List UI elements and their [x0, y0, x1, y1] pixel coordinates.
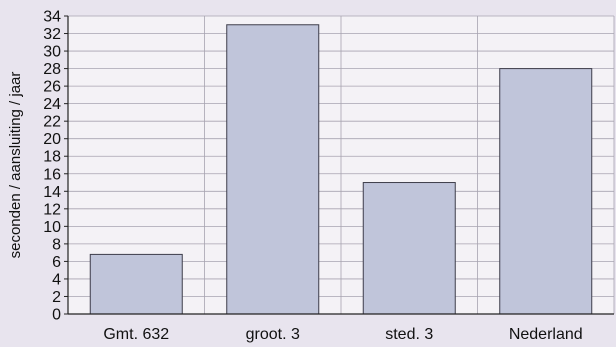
y-tick-label: 6: [52, 254, 61, 271]
y-tick-label: 28: [43, 61, 61, 78]
bar-sted-3: [362, 182, 456, 315]
y-tick-label: 32: [43, 26, 61, 43]
x-tick-label: groot. 3: [246, 326, 300, 343]
y-tick-label: 22: [43, 114, 61, 131]
y-tick-label: 30: [43, 44, 61, 61]
y-tick-label: 12: [43, 201, 61, 218]
y-tick-label: 0: [52, 307, 61, 324]
y-tick-label: 14: [43, 184, 61, 201]
y-tick-label: 24: [43, 96, 61, 113]
y-tick-label: 18: [43, 149, 61, 166]
bar-gmt-632: [89, 253, 183, 315]
x-tick-label: sted. 3: [385, 326, 433, 343]
y-tick-label: 26: [43, 79, 61, 96]
x-tick-label: Gmt. 632: [103, 326, 169, 343]
axes: [64, 15, 614, 315]
y-axis-label: seconden / aansluiting / jaar: [7, 72, 24, 259]
y-tick-label: 20: [43, 131, 61, 148]
y-tick-label: 4: [52, 271, 61, 288]
y-tick-label: 34: [43, 9, 61, 26]
bars: [89, 24, 593, 315]
y-tick-label: 2: [52, 289, 61, 306]
bar-groot-3: [226, 24, 320, 315]
y-tick-label: 16: [43, 166, 61, 183]
y-tick-label: 8: [52, 236, 61, 253]
x-tick-labels: Gmt. 632 groot. 3 sted. 3 Nederland: [103, 326, 582, 343]
x-tick-label: Nederland: [509, 326, 583, 343]
y-tick-label: 10: [43, 219, 61, 236]
bar-nederland: [499, 68, 593, 315]
